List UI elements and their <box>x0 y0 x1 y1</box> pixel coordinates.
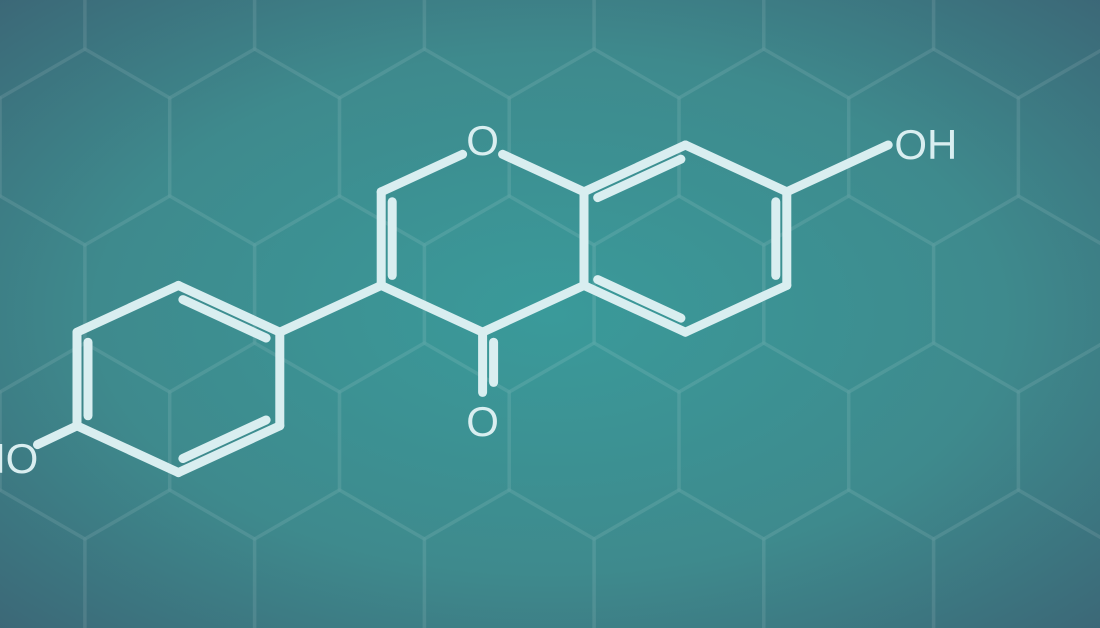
atom-label: O <box>466 117 499 165</box>
molecule-structure <box>0 0 1100 628</box>
atom-label: OH <box>894 121 957 169</box>
molecule-figure: HO O O OH <box>0 0 1100 628</box>
atom-label: HO <box>0 435 38 483</box>
atom-label: O <box>466 398 499 446</box>
